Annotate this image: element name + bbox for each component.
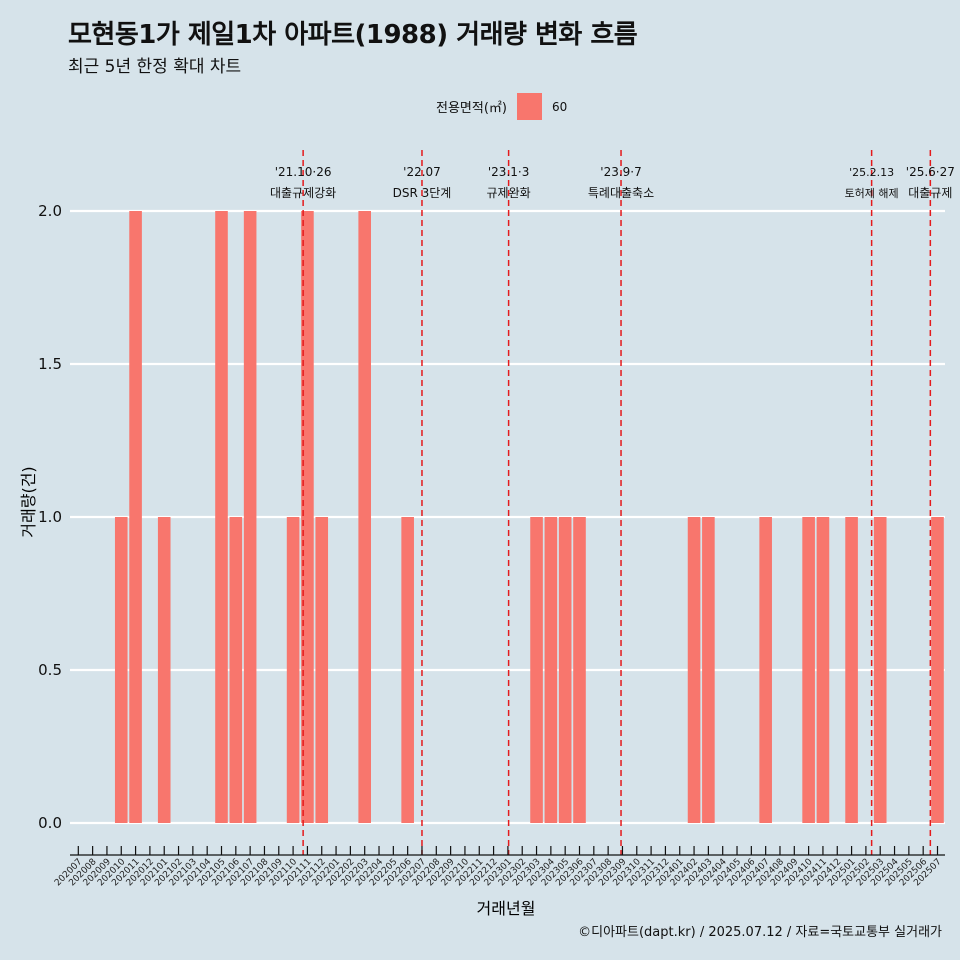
event-label: DSR 3단계 bbox=[393, 186, 452, 200]
y-axis: 0.0 0.5 1.0 1.5 2.0 bbox=[38, 202, 62, 832]
chart-subtitle: 최근 5년 한정 확대 차트 bbox=[68, 57, 242, 77]
event-date-label: '25.6·27 bbox=[906, 165, 955, 179]
event-label: 토허제 해제 bbox=[845, 186, 899, 200]
y-tick-label: 0.0 bbox=[38, 814, 62, 832]
bar-202106 bbox=[229, 517, 243, 823]
bars bbox=[114, 211, 944, 823]
bar-202304 bbox=[544, 517, 558, 823]
event-date-label: '25.2.13 bbox=[849, 166, 894, 179]
legend: 전용면적(㎡) 60 bbox=[436, 93, 567, 120]
event-date-label: '21.10·26 bbox=[275, 165, 332, 179]
source-caption: ©디아파트(dapt.kr) / 2025.07.12 / 자료=국토교통부 실… bbox=[578, 925, 942, 940]
bar-202403 bbox=[702, 517, 715, 823]
bar-202203 bbox=[358, 211, 371, 823]
event-date-label: '22.07 bbox=[403, 165, 441, 179]
bar-202206 bbox=[401, 517, 414, 823]
y-tick-label: 1.0 bbox=[38, 508, 62, 526]
y-tick-label: 2.0 bbox=[38, 202, 62, 220]
bar-202101 bbox=[157, 517, 171, 823]
chart-title: 모현동1가 제일1차 아파트(1988) 거래량 변화 흐름 bbox=[68, 20, 638, 50]
bar-202402 bbox=[687, 517, 701, 823]
event-label: 대출규제강화 bbox=[270, 186, 336, 200]
event-lines: '21.10·26 대출규제강화 '22.07 DSR 3단계 '23.1·3 규제완화 '… bbox=[270, 150, 955, 855]
bar-202503 bbox=[873, 517, 887, 823]
bar-202306 bbox=[573, 517, 586, 823]
bar-202112 bbox=[315, 517, 329, 823]
y-tick-label: 0.5 bbox=[38, 661, 62, 679]
event-label: 규제완화 bbox=[487, 186, 531, 200]
bar-202105 bbox=[215, 211, 228, 823]
y-tick-label: 1.5 bbox=[38, 355, 62, 373]
bar-202303 bbox=[530, 517, 543, 823]
bar-202010 bbox=[114, 517, 128, 823]
event-date-label: '23.1·3 bbox=[488, 165, 529, 179]
bar-202110 bbox=[286, 517, 300, 823]
legend-label: 60 bbox=[551, 99, 568, 114]
x-axis-title: 거래년월 bbox=[477, 899, 536, 918]
x-axis: 2020072020082020092020102020112020122021… bbox=[53, 846, 945, 888]
bar-202507 bbox=[931, 517, 944, 823]
bar-202107 bbox=[243, 211, 257, 823]
bar-202111 bbox=[301, 211, 314, 823]
bar-202011 bbox=[129, 211, 142, 823]
event-date-label: '23.9·7 bbox=[600, 165, 641, 179]
bar-202407 bbox=[759, 517, 772, 823]
event-label: 특례대출축소 bbox=[588, 186, 654, 200]
bar-202305 bbox=[558, 517, 572, 823]
legend-swatch bbox=[516, 93, 542, 120]
bar-202501 bbox=[845, 517, 858, 823]
event-label: 대출규제 bbox=[908, 186, 952, 200]
legend-title: 전용면적(㎡) bbox=[436, 101, 507, 116]
y-axis-title: 거래량(건) bbox=[19, 466, 38, 537]
bar-202411 bbox=[816, 517, 830, 823]
bar-202410 bbox=[802, 517, 815, 823]
